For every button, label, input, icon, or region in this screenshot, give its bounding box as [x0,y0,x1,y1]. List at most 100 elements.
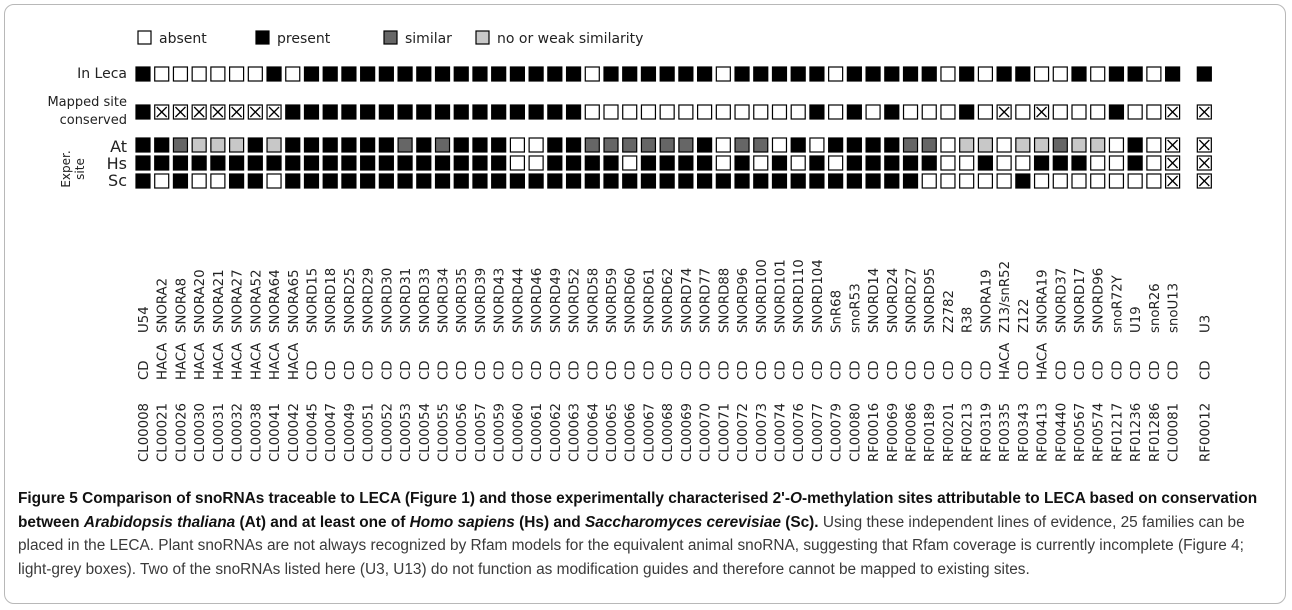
column-id: CL00072 [736,403,751,462]
cell-sc-present [696,173,713,189]
row-label-in-leca: In Leca [77,66,127,82]
column-label: CL00042 HACA SNORA65 [287,269,302,462]
cell-mapped-present [322,104,338,120]
cell-at-present [322,137,338,153]
column-name: Z13/snR52 [998,261,1013,333]
cell-leca-present [771,66,788,82]
cell-sc-present [603,173,619,189]
cell-mapped-absent [640,104,657,120]
column-name: SNORD77 [699,268,714,333]
cell-leca-present [1108,66,1125,82]
column-id: CL00032 [231,403,246,462]
cell-hs-present [266,155,282,171]
column-label: CL00065 CD SNORD59 [605,268,620,462]
cell-at-similar [678,137,694,153]
column-label: CL00041 HACA SNORA64 [268,269,283,462]
column-name: SNORD61 [642,268,657,333]
cell-sc-absent [1146,173,1162,189]
column-name: SNORD62 [661,268,676,333]
presence-grid [135,66,1212,189]
column-type: CD [493,360,508,380]
cell-leca-present [603,66,619,82]
cell-mapped-absent [865,104,881,120]
cell-leca-present [453,66,469,82]
cell-hs-present [884,155,900,171]
cell-mapped-absent [828,104,844,120]
cell-sc-present [472,173,488,189]
column-id: CL00077 [811,403,826,462]
column-id: CL00055 [437,403,452,462]
figure-frame [4,4,1286,604]
cell-at-absent [771,137,788,153]
cell-leca-present [266,66,282,82]
column-name: SNORD96 [736,268,751,333]
row-label-mapped-line1: Mapped site [47,95,127,110]
column-id: CL00049 [343,403,358,462]
column-name: SNORD104 [811,259,826,333]
cell-at-absent [1146,137,1162,153]
cell-at-weak [1015,137,1031,153]
column-name: SNORD31 [399,268,414,333]
cell-sc-present [360,173,376,189]
cell-at-absent [940,137,956,153]
column-id: CL00056 [455,403,470,462]
row-label-sc: Sc [108,171,127,190]
column-name: SNORD35 [455,268,470,333]
cell-leca-present [790,66,806,82]
row-label-mapped-line2: conserved [60,113,127,128]
column-id: CL00041 [268,403,283,462]
cell-sc-present [397,173,413,189]
column-label: RF01217 CD snoR72Y [1110,274,1125,462]
cell-leca-present [865,66,881,82]
column-label: CL00071 CD SNORD88 [717,268,732,462]
cell-mapped-present [959,104,975,120]
column-label: CL00081 CD snoU13 [1167,283,1182,462]
caption-title-part: -methylation sites attributable to LECA … [18,490,1258,531]
cell-sc-present [1015,173,1031,189]
cell-hs-absent [828,155,844,171]
cell-at-weak [959,137,975,153]
column-id: CL00081 [1167,403,1182,462]
cell-at-present [865,137,881,153]
column-id: CL00030 [193,403,208,462]
cell-hs-present [977,155,994,171]
cell-mapped-present [1108,104,1125,120]
cell-hs-present [771,155,788,171]
cell-mapped-absent [678,104,694,120]
column-type: CD [642,360,657,380]
cell-cross-stroke [998,106,1010,118]
cell-cross-stroke [193,106,205,118]
column-id: CL00060 [511,403,526,462]
snorna-figure: absent present similar no or weak similarit… [47,30,1213,462]
column-id: RF00567 [1073,403,1088,462]
cell-at-present [416,137,432,153]
column-type: HACA [156,343,171,380]
cell-cross-stroke [1198,175,1210,187]
column-id: RF00440 [1054,403,1069,462]
column-type: CD [624,360,639,380]
cell-at-absent [996,137,1012,153]
cell-hs-present [865,155,881,171]
cell-sc-present [453,173,469,189]
column-name: SNORD59 [605,268,620,333]
row-label-hs: Hs [107,154,127,173]
cell-hs-present [434,155,451,171]
row-labels: In Leca Mapped site conserved At Hs Sc E… [47,66,127,190]
cell-cross-stroke [1167,139,1179,151]
cell-mapped-present [491,104,507,120]
column-name: SNORD74 [680,268,695,333]
cell-leca-present [360,66,376,82]
cell-at-present [360,137,376,153]
column-type: HACA [287,343,302,380]
column-id: CL00052 [380,403,395,462]
column-label: CL00079 CD SnR68 [830,290,845,462]
cell-at-present [547,137,563,153]
cell-hs-present [565,155,582,171]
column-name: U19 [1129,306,1144,333]
column-type: CD [1054,360,1069,380]
column-label: CL00076 CD SNORD110 [792,259,807,462]
cell-leca-present [884,66,900,82]
column-label: CL00073 CD SNORD100 [755,259,770,462]
column-type: CD [568,360,583,380]
column-type: CD [680,360,695,380]
